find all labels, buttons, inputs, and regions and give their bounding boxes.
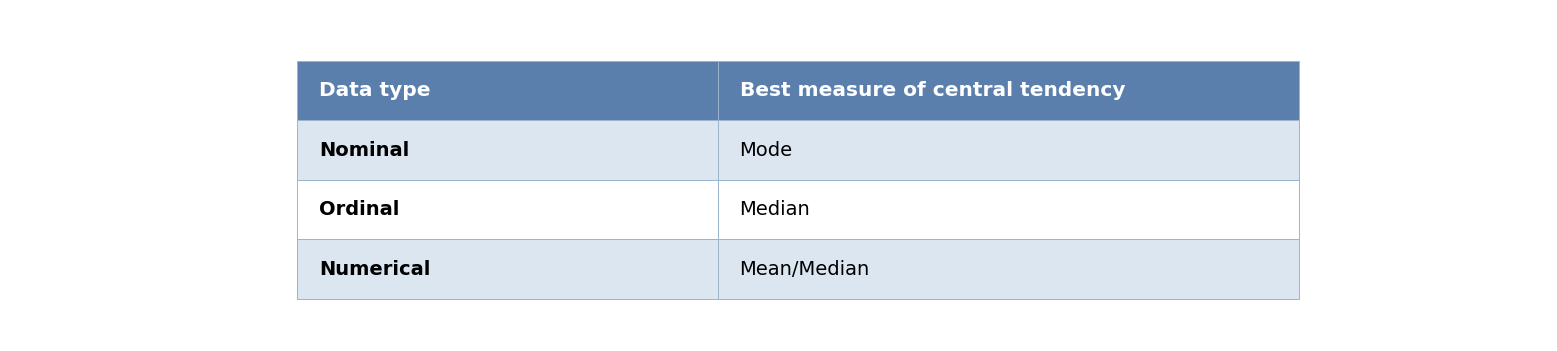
FancyBboxPatch shape — [297, 61, 718, 120]
Text: Median: Median — [740, 200, 810, 219]
Text: Nominal: Nominal — [319, 141, 409, 160]
Text: Mean/Median: Mean/Median — [740, 260, 870, 279]
FancyBboxPatch shape — [718, 239, 1299, 299]
FancyBboxPatch shape — [297, 180, 718, 239]
Text: Best measure of central tendency: Best measure of central tendency — [740, 81, 1126, 100]
Text: Numerical: Numerical — [319, 260, 430, 279]
FancyBboxPatch shape — [718, 61, 1299, 120]
FancyBboxPatch shape — [297, 239, 718, 299]
Text: Data type: Data type — [319, 81, 430, 100]
Text: Ordinal: Ordinal — [319, 200, 399, 219]
FancyBboxPatch shape — [718, 120, 1299, 180]
FancyBboxPatch shape — [718, 180, 1299, 239]
Text: Mode: Mode — [740, 141, 793, 160]
FancyBboxPatch shape — [297, 120, 718, 180]
